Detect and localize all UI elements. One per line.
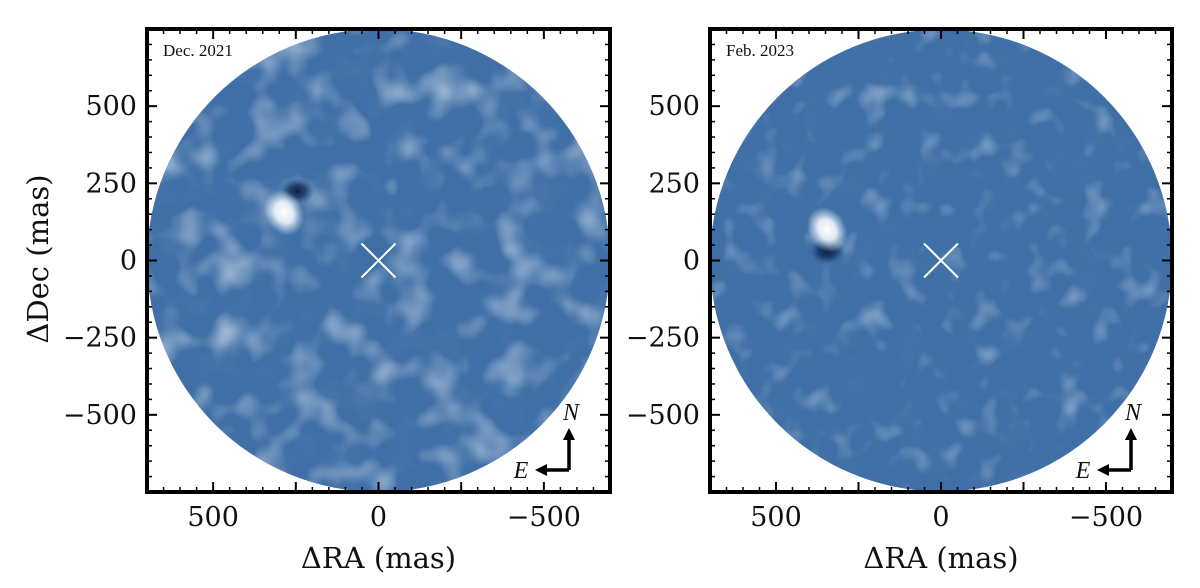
major-ticks bbox=[147, 29, 610, 492]
star-marker bbox=[923, 242, 959, 279]
x-axis-label: ΔRA (mas) bbox=[863, 541, 1018, 575]
x-tick-label: 0 bbox=[370, 502, 387, 533]
north-arrow-icon bbox=[563, 428, 575, 440]
star-marker bbox=[360, 242, 397, 279]
x-axis-label: ΔRA (mas) bbox=[301, 541, 456, 575]
y-axis-label: ΔDec (mas) bbox=[21, 174, 55, 343]
major-ticks bbox=[710, 29, 1172, 492]
minor-ticks bbox=[710, 29, 1172, 492]
y-tick-label: −500 bbox=[626, 400, 700, 431]
compass-north-label: N bbox=[562, 400, 581, 426]
compass: NE bbox=[513, 400, 581, 484]
east-arrow-icon bbox=[535, 464, 547, 476]
compass-east-label: E bbox=[513, 458, 529, 484]
x-tick-label: −500 bbox=[1069, 502, 1143, 533]
compass-north-label: N bbox=[1124, 400, 1143, 426]
y-tick-label: −250 bbox=[63, 323, 137, 354]
panel-2: 500 0 −500 500 250 0 −250 −500 ΔRA (mas) Feb. 202… bbox=[626, 27, 1174, 575]
north-arrow-icon bbox=[1125, 428, 1137, 440]
x-tick-label: 0 bbox=[932, 502, 949, 533]
y-tick-label: 500 bbox=[648, 91, 700, 122]
epoch-label: Feb. 2023 bbox=[726, 41, 794, 60]
x-tick-label: 500 bbox=[187, 502, 239, 533]
companion-source bbox=[263, 189, 305, 236]
compass: NE bbox=[1075, 400, 1143, 484]
panel-1: 500 0 −500 500 250 0 −250 −500 ΔRA (mas) Dec. 202… bbox=[63, 27, 612, 575]
companion-source bbox=[806, 206, 848, 253]
x-tick-label: 500 bbox=[750, 502, 802, 533]
minor-ticks bbox=[147, 29, 610, 492]
compass-east-label: E bbox=[1075, 458, 1091, 484]
y-tick-label: −500 bbox=[63, 400, 137, 431]
y-tick-label: 500 bbox=[85, 91, 137, 122]
east-arrow-icon bbox=[1097, 464, 1109, 476]
y-tick-label: 0 bbox=[120, 246, 137, 277]
y-tick-label: −250 bbox=[626, 323, 700, 354]
x-tick-label: −500 bbox=[507, 502, 581, 533]
y-tick-label: 250 bbox=[648, 168, 700, 199]
y-tick-label: 0 bbox=[683, 246, 700, 277]
y-tick-label: 250 bbox=[85, 168, 137, 199]
epoch-label: Dec. 2021 bbox=[163, 41, 233, 60]
